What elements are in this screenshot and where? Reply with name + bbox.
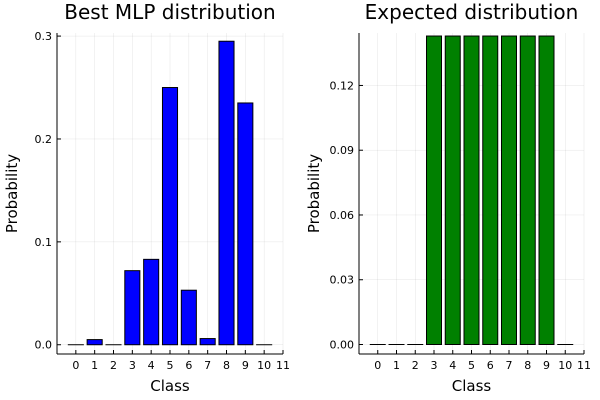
x-tick-label: 0 <box>374 359 381 372</box>
x-tick-label: 1 <box>393 359 400 372</box>
x-tick-label: 10 <box>257 359 271 372</box>
chart-best-mlp: Best MLP distribution Class Probability … <box>3 0 290 395</box>
x-tick-label: 11 <box>276 359 290 372</box>
bar <box>161 87 179 346</box>
x-tick-label: 4 <box>449 359 456 372</box>
y-tick-label: 0.00 <box>330 339 355 352</box>
bars <box>369 35 574 346</box>
x-tick-label: 3 <box>431 359 438 372</box>
y-tick-label: 0.2 <box>35 133 53 146</box>
y-tick-label: 0.1 <box>35 236 53 249</box>
bar <box>218 40 235 346</box>
x-tick-label: 1 <box>91 359 98 372</box>
bar <box>199 338 216 346</box>
bars <box>67 40 273 346</box>
chart-title: Best MLP distribution <box>64 0 275 24</box>
bar <box>180 289 197 346</box>
bar <box>86 339 103 346</box>
x-tick-label: 9 <box>242 359 249 372</box>
x-tick-label: 2 <box>110 359 117 372</box>
bar <box>463 35 480 346</box>
bar <box>501 35 517 346</box>
x-axis-label: Class <box>452 377 492 395</box>
x-tick-label: 7 <box>506 359 513 372</box>
y-tick-label: 0.06 <box>330 209 355 222</box>
x-tick-label: 8 <box>524 359 531 372</box>
y-tick-label: 0.03 <box>330 274 355 287</box>
bar <box>143 258 160 346</box>
y-axis-label: Probability <box>305 154 323 233</box>
bar <box>124 270 141 346</box>
x-tick-label: 7 <box>204 359 211 372</box>
x-axis-label: Class <box>150 377 190 395</box>
y-tick-label: 0.12 <box>330 79 355 92</box>
y-tick-label: 0.09 <box>330 144 355 157</box>
bar <box>237 102 254 346</box>
x-tick-label: 4 <box>148 359 155 372</box>
x-tick-label: 3 <box>129 359 136 372</box>
x-tick-label: 8 <box>223 359 230 372</box>
bar <box>444 35 461 346</box>
x-tick-label: 9 <box>543 359 550 372</box>
chart-expected: Expected distribution Class Probability … <box>305 0 591 395</box>
x-tick-label: 5 <box>167 359 174 372</box>
x-tick-label: 6 <box>487 359 494 372</box>
bar <box>426 35 442 346</box>
x-tick-label: 6 <box>185 359 192 372</box>
x-tick-label: 5 <box>468 359 475 372</box>
y-axis-label: Probability <box>3 154 21 233</box>
x-tick-label: 2 <box>412 359 419 372</box>
y-tick-label: 0.0 <box>35 339 53 352</box>
bar <box>538 35 555 346</box>
chart-title: Expected distribution <box>365 0 579 24</box>
x-tick-label: 10 <box>558 359 572 372</box>
x-tick-label: 11 <box>577 359 591 372</box>
bar <box>519 35 536 346</box>
bar <box>482 35 499 346</box>
y-tick-label: 0.3 <box>35 30 53 43</box>
x-tick-label: 0 <box>72 359 79 372</box>
